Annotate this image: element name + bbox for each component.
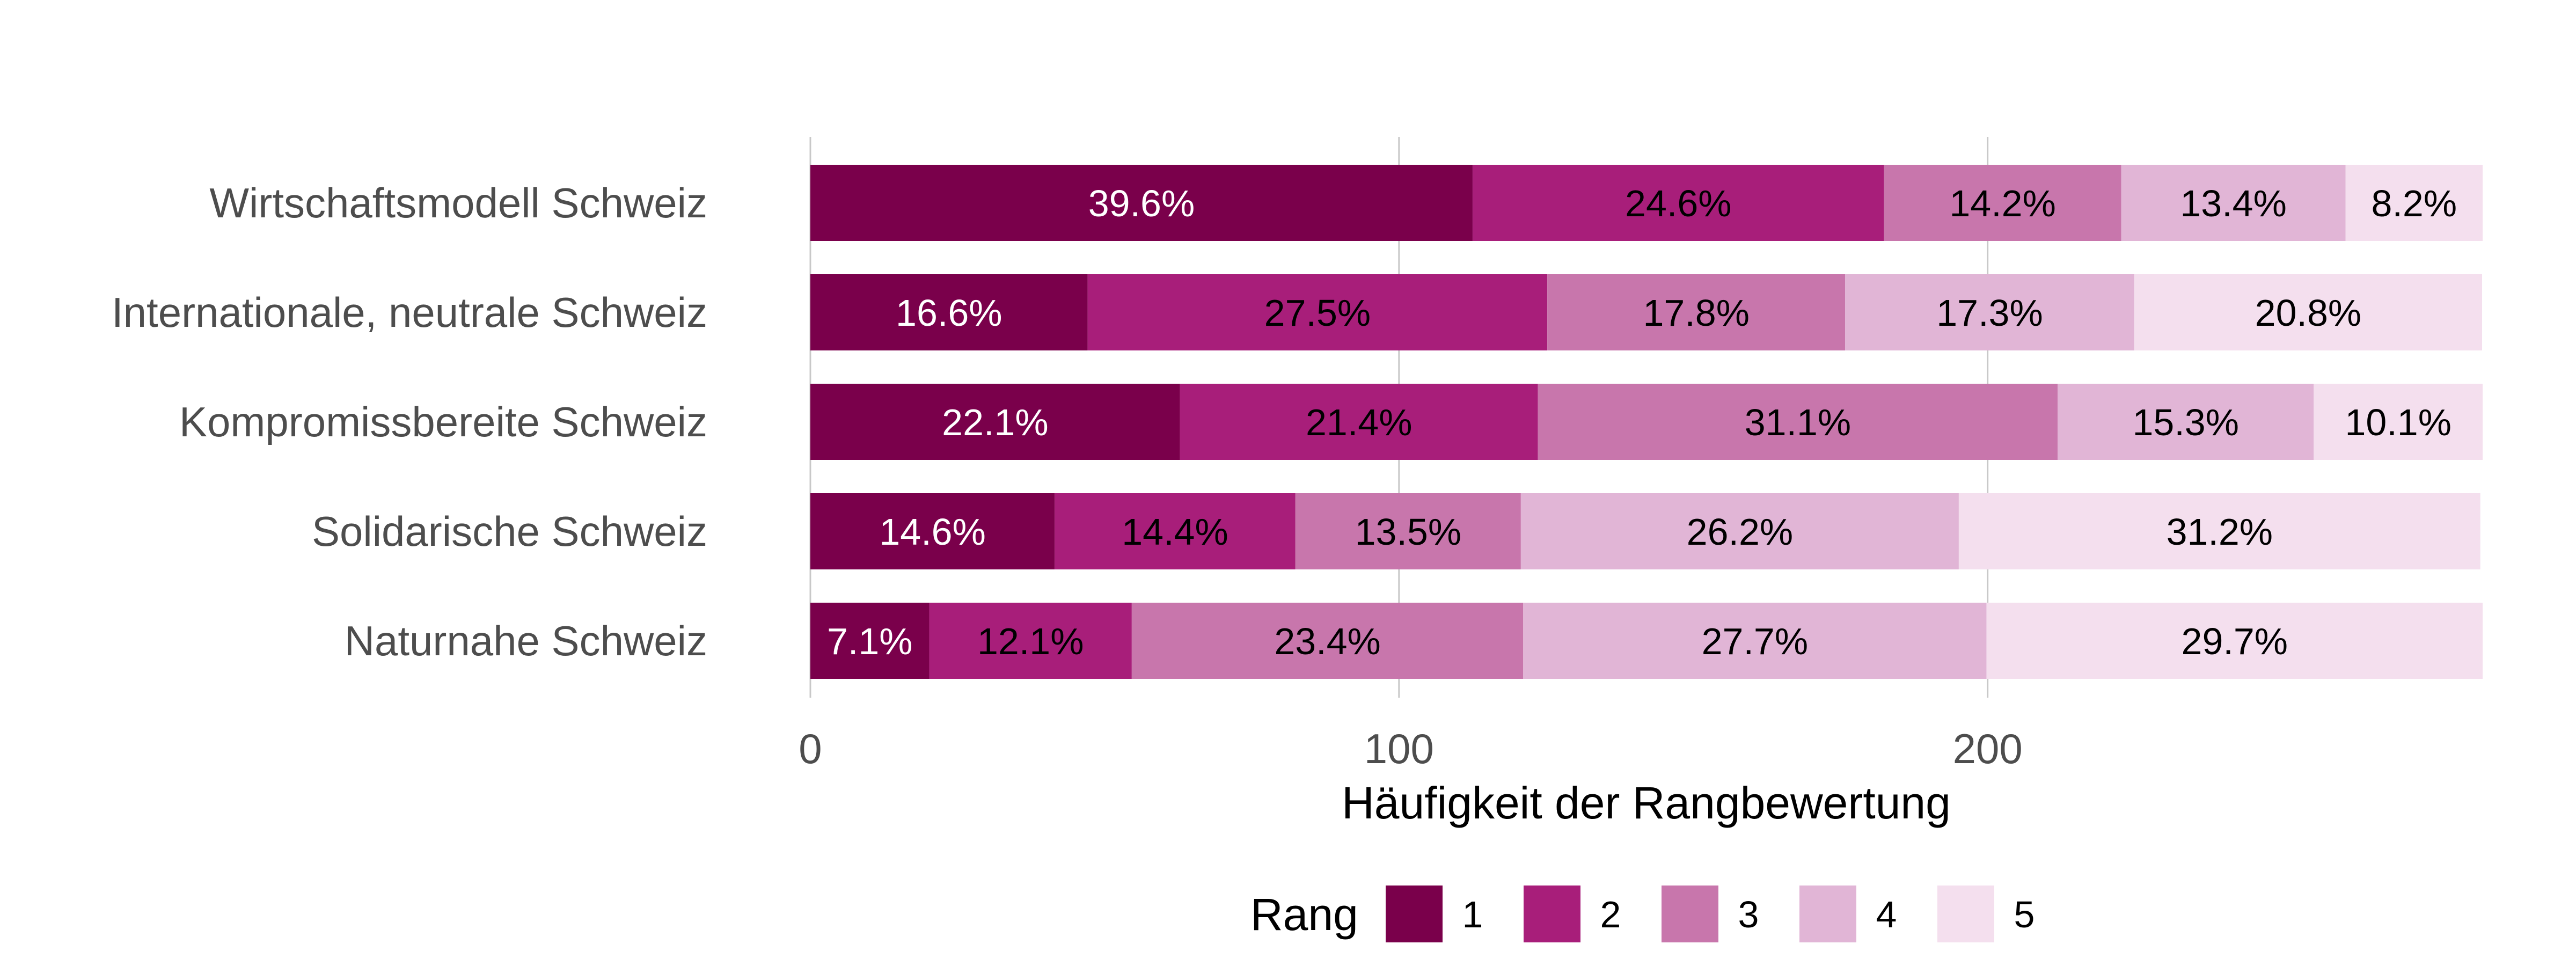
bar-segment-rang-3 bbox=[1547, 274, 1846, 350]
data-label: 7.1% bbox=[827, 620, 913, 662]
bar-row: 22.1% 21.4% 31.1% 15.3% 10.1% bbox=[810, 384, 2483, 460]
bar-segment-rang-5 bbox=[2134, 274, 2482, 350]
data-label: 17.3% bbox=[1936, 292, 2043, 334]
x-tick-label: 100 bbox=[1364, 725, 1434, 772]
x-tick-label: 200 bbox=[1953, 725, 2023, 772]
bar-segment-rang-1 bbox=[810, 493, 1055, 569]
data-label: 26.2% bbox=[1687, 511, 1793, 553]
bar-segment-rang-5 bbox=[2345, 165, 2483, 241]
bar-segment-rang-4 bbox=[2121, 165, 2346, 241]
bar-segment-rang-3 bbox=[1295, 493, 1521, 569]
data-label: 27.5% bbox=[1264, 292, 1371, 334]
category-label: Internationale, neutrale Schweiz bbox=[112, 289, 707, 336]
data-label: 31.1% bbox=[1745, 401, 1851, 443]
bar-segment-rang-1 bbox=[810, 603, 930, 679]
data-label: 23.4% bbox=[1274, 620, 1380, 662]
data-label: 29.7% bbox=[2182, 620, 2288, 662]
legend-label: 1 bbox=[1462, 894, 1483, 935]
legend-title: Rang bbox=[1250, 889, 1358, 940]
bar-segment-rang-1 bbox=[810, 165, 1473, 241]
bar-segment-rang-2 bbox=[1055, 493, 1296, 569]
legend: Rang 1 2 3 4 5 bbox=[1250, 885, 2035, 942]
category-label: Kompromissbereite Schweiz bbox=[179, 398, 707, 445]
x-axis-title: Häufigkeit der Rangbewertung bbox=[1342, 778, 1951, 828]
data-label: 13.4% bbox=[2180, 182, 2286, 224]
bar-segment-rang-5 bbox=[1986, 603, 2483, 679]
category-label: Naturnahe Schweiz bbox=[345, 617, 707, 664]
data-label: 12.1% bbox=[977, 620, 1084, 662]
bar-segment-rang-1 bbox=[810, 384, 1180, 460]
bar-segment-rang-2 bbox=[1472, 165, 1884, 241]
bar-row: 7.1% 12.1% 23.4% 27.7% 29.7% bbox=[810, 603, 2483, 679]
bar-segment-rang-5 bbox=[1958, 493, 2480, 569]
bar-segment-rang-2 bbox=[1180, 384, 1538, 460]
data-label: 31.2% bbox=[2167, 511, 2273, 553]
legend-key-rang-3 bbox=[1662, 885, 1718, 942]
data-label: 10.1% bbox=[2345, 401, 2451, 443]
bar-segment-rang-5 bbox=[2314, 384, 2483, 460]
data-label: 39.6% bbox=[1088, 182, 1195, 224]
legend-key-rang-2 bbox=[1524, 885, 1580, 942]
category-label: Solidarische Schweiz bbox=[312, 508, 707, 555]
bar-row: 14.6% 14.4% 13.5% 26.2% 31.2% bbox=[810, 493, 2480, 569]
data-label: 14.2% bbox=[1949, 182, 2055, 224]
bar-segment-rang-4 bbox=[2058, 384, 2314, 460]
bar-segment-rang-3 bbox=[1131, 603, 1524, 679]
x-axis-ticks: 0 100 200 bbox=[799, 725, 2022, 772]
bar-segment-rang-4 bbox=[1845, 274, 2134, 350]
category-labels: Wirtschaftsmodell Schweiz Internationale,… bbox=[112, 179, 707, 664]
data-label: 17.8% bbox=[1643, 292, 1749, 334]
bar-segment-rang-1 bbox=[810, 274, 1088, 350]
bar-segment-rang-2 bbox=[929, 603, 1132, 679]
data-label: 8.2% bbox=[2372, 182, 2457, 224]
bar-row: 39.6% 24.6% 14.2% 13.4% 8.2% bbox=[810, 165, 2483, 241]
x-tick-label: 0 bbox=[799, 725, 822, 772]
data-label: 16.6% bbox=[896, 292, 1002, 334]
legend-label: 2 bbox=[1600, 894, 1621, 935]
data-label: 13.5% bbox=[1355, 511, 1461, 553]
data-label: 15.3% bbox=[2133, 401, 2239, 443]
data-label: 20.8% bbox=[2255, 292, 2361, 334]
legend-label: 4 bbox=[1876, 894, 1897, 935]
legend-key-rang-5 bbox=[1937, 885, 1994, 942]
data-label: 22.1% bbox=[942, 401, 1048, 443]
data-label: 24.6% bbox=[1625, 182, 1731, 224]
bar-segment-rang-4 bbox=[1520, 493, 1959, 569]
bar-segment-rang-3 bbox=[1884, 165, 2121, 241]
legend-key-rang-4 bbox=[1799, 885, 1856, 942]
legend-label: 5 bbox=[2014, 894, 2035, 935]
bar-segment-rang-4 bbox=[1523, 603, 1987, 679]
bars: 39.6% 24.6% 14.2% 13.4% 8.2%16.6% 27.5% 17.8% 1… bbox=[810, 165, 2483, 679]
category-label: Wirtschaftsmodell Schweiz bbox=[209, 179, 707, 226]
data-label: 14.6% bbox=[879, 511, 985, 553]
legend-key-rang-1 bbox=[1386, 885, 1443, 942]
data-label: 27.7% bbox=[1702, 620, 1808, 662]
legend-label: 3 bbox=[1738, 894, 1759, 935]
bar-row: 16.6% 27.5% 17.8% 17.3% 20.8% bbox=[810, 274, 2482, 350]
bar-segment-rang-2 bbox=[1087, 274, 1548, 350]
bar-segment-rang-3 bbox=[1538, 384, 2058, 460]
data-label: 14.4% bbox=[1122, 511, 1228, 553]
data-label: 21.4% bbox=[1306, 401, 1412, 443]
